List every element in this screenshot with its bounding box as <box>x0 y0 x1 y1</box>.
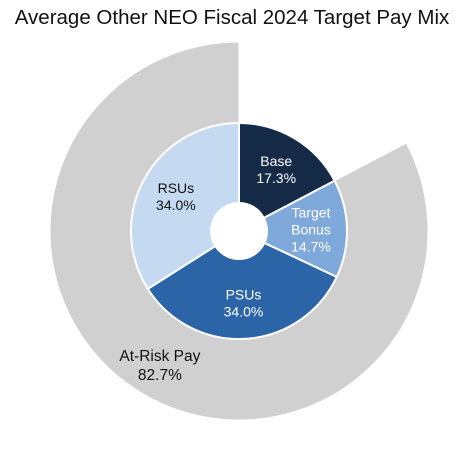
slice-name: PSUs <box>226 286 262 302</box>
outer-slice-value: 82.7% <box>138 367 182 384</box>
slice-value: 14.7% <box>291 238 331 254</box>
inner-pie <box>130 121 348 340</box>
inner-slice-label-rsus: RSUs 34.0% <box>156 180 196 213</box>
slice-name: RSUs <box>158 180 195 196</box>
outer-slice-at-risk-pay <box>49 41 429 421</box>
outer-ring <box>49 41 429 421</box>
inner-slice-label-base: Base 17.3% <box>256 153 296 186</box>
slice-name: Base <box>260 153 292 169</box>
slice-name: Target <box>292 204 331 220</box>
slice-value: 34.0% <box>156 197 196 213</box>
inner-slice-rsus <box>130 121 240 291</box>
chart-labels: At-Risk Pay 82.7% Base 17.3% Target Bonus 14.7… <box>119 153 330 384</box>
slice-value: 34.0% <box>224 303 264 319</box>
slice-value: 17.3% <box>256 170 296 186</box>
inner-slice-label-target-bonus: Target Bonus 14.7% <box>291 204 331 254</box>
chart-title: Average Other NEO Fiscal 2024 Target Pay… <box>14 6 450 29</box>
inner-slice-label-psus: PSUs 34.0% <box>224 286 264 319</box>
outer-slice-name: At-Risk Pay <box>119 348 200 365</box>
inner-slice-base <box>238 121 336 220</box>
inner-slice-target-bonus <box>262 179 348 279</box>
inner-slice-psus <box>146 241 339 340</box>
slice-name: Bonus <box>291 221 331 237</box>
outer-slice-label: At-Risk Pay 82.7% <box>119 348 200 384</box>
